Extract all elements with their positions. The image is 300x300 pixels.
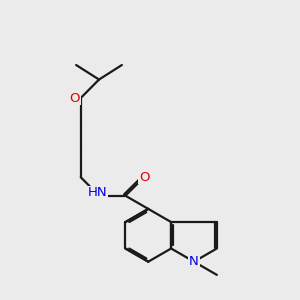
Text: N: N xyxy=(189,255,199,268)
Text: O: O xyxy=(139,171,149,184)
Text: HN: HN xyxy=(88,187,107,200)
Text: O: O xyxy=(69,92,80,104)
